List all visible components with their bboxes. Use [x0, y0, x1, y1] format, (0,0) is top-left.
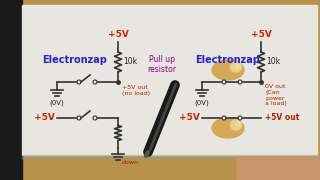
Circle shape — [238, 116, 242, 120]
Text: +5V out
(no load): +5V out (no load) — [122, 85, 150, 96]
Text: +5V: +5V — [179, 114, 200, 123]
Text: 10k: 10k — [266, 57, 280, 66]
Text: (0V): (0V) — [195, 100, 209, 107]
Text: Electronzap: Electronzap — [43, 55, 108, 65]
Bar — [22, 5, 317, 155]
Ellipse shape — [230, 120, 242, 130]
Ellipse shape — [230, 62, 242, 72]
Circle shape — [93, 80, 97, 84]
Text: +5V: +5V — [251, 30, 271, 39]
Text: +5V: +5V — [108, 30, 128, 39]
Circle shape — [77, 116, 81, 120]
Ellipse shape — [212, 60, 244, 80]
Bar — [22, 155, 317, 159]
Text: Electronzap: Electronzap — [196, 55, 260, 65]
Text: 10k: 10k — [123, 57, 137, 66]
Text: 0V out
(Can
power
a load): 0V out (Can power a load) — [265, 84, 287, 106]
Text: down: down — [122, 160, 139, 165]
Ellipse shape — [212, 118, 244, 138]
Circle shape — [93, 116, 97, 120]
Circle shape — [222, 80, 226, 84]
Ellipse shape — [236, 64, 240, 68]
Circle shape — [77, 80, 81, 84]
Text: (0V): (0V) — [50, 100, 64, 107]
Circle shape — [222, 116, 226, 120]
Ellipse shape — [236, 122, 240, 126]
Circle shape — [238, 80, 242, 84]
FancyBboxPatch shape — [237, 157, 320, 180]
Text: +5V: +5V — [34, 114, 55, 123]
Bar — [0, 0, 22, 180]
Text: +5V out: +5V out — [265, 114, 300, 123]
Text: Pull up
resistor: Pull up resistor — [148, 55, 177, 74]
